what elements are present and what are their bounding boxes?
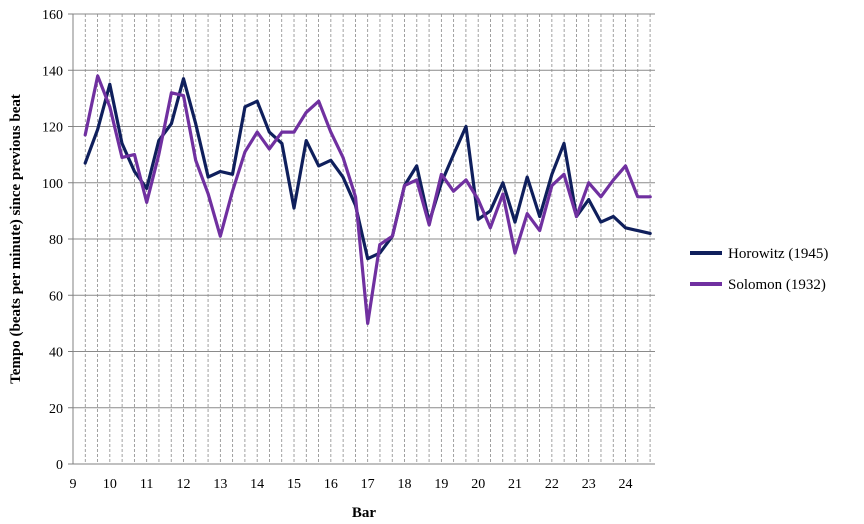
x-tick-labels: 9 10 11 12 13 14 15 16 17 18 19 20 21 22 23 24 [70, 477, 633, 492]
x-tick-label: 19 [434, 477, 448, 492]
y-tick-label: 80 [49, 233, 63, 248]
legend-label-horowitz: Horowitz (1945) [728, 246, 828, 262]
x-tick-label: 11 [140, 477, 153, 492]
x-tick-label: 17 [361, 477, 375, 492]
x-tick-label: 14 [250, 477, 264, 492]
x-tick-label: 22 [545, 477, 559, 492]
grid-lines [72, 13, 655, 465]
y-axis-title: Tempo (beats per minute) since previous … [8, 94, 24, 384]
y-tick-label: 120 [42, 121, 63, 136]
x-tick-label: 24 [619, 477, 633, 492]
axes [68, 13, 655, 465]
legend-label-solomon: Solomon (1932) [728, 277, 826, 293]
x-tick-label: 10 [103, 477, 117, 492]
y-tick-label: 0 [56, 458, 63, 473]
y-tick-label: 20 [49, 402, 63, 417]
series-line-1 [83, 74, 652, 325]
x-axis-title: Bar [352, 505, 377, 521]
x-tick-label: 9 [70, 477, 77, 492]
x-tick-label: 16 [324, 477, 338, 492]
legend: Horowitz (1945) Solomon (1932) [690, 246, 828, 293]
x-tick-label: 20 [471, 477, 485, 492]
x-tick-label: 12 [177, 477, 191, 492]
x-tick-label: 21 [508, 477, 522, 492]
y-tick-label: 40 [49, 346, 63, 361]
y-tick-label: 100 [42, 177, 63, 192]
y-tick-label: 160 [42, 8, 63, 23]
x-tick-label: 13 [213, 477, 227, 492]
y-tick-label: 60 [49, 289, 63, 304]
x-tick-label: 18 [398, 477, 412, 492]
x-tick-label: 23 [582, 477, 596, 492]
y-tick-label: 140 [42, 64, 63, 79]
y-tick-labels: 0 20 40 60 80 100 120 140 160 [42, 8, 63, 473]
series-lines [83, 74, 652, 325]
x-tick-label: 15 [287, 477, 301, 492]
